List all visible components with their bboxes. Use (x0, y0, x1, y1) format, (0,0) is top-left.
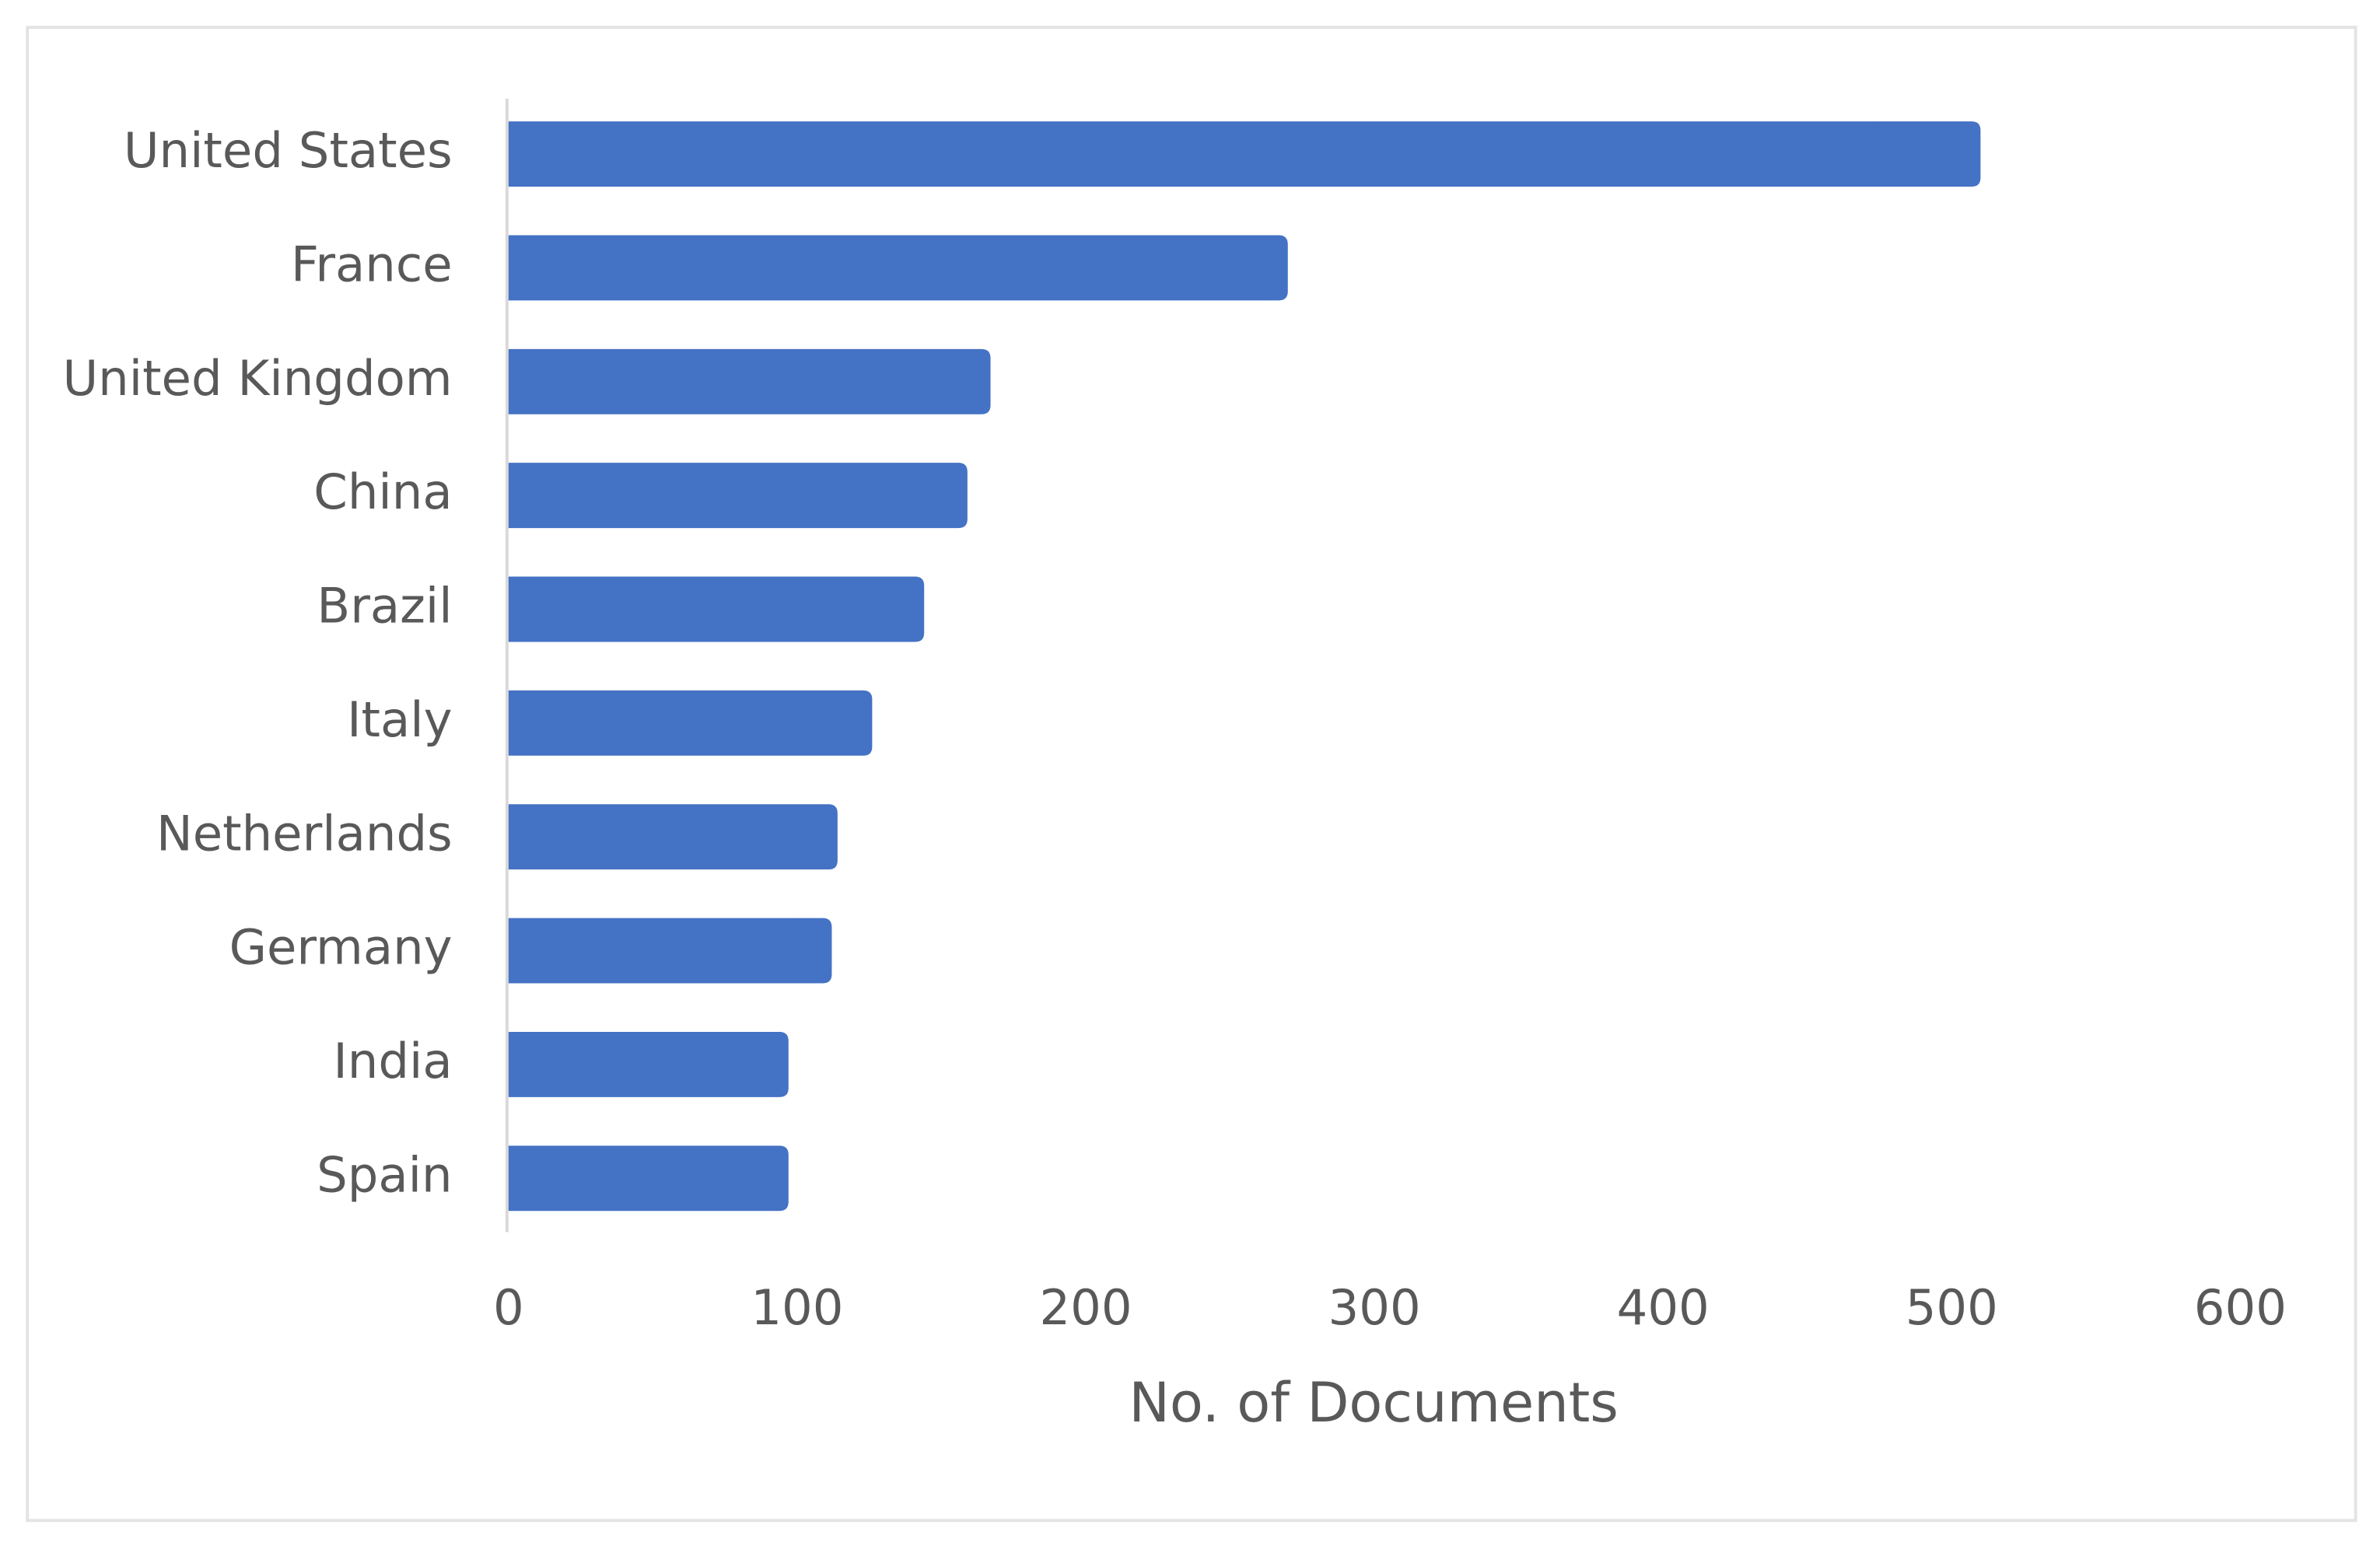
bar (508, 1031, 789, 1097)
bar (508, 121, 1981, 187)
bar (508, 235, 1288, 301)
y-tick-label: United States (124, 122, 453, 179)
y-tick-label: Spain (317, 1146, 452, 1203)
x-tick-label: 600 (2194, 1279, 2287, 1336)
bar (508, 348, 991, 414)
x-tick-label: 400 (1617, 1279, 1710, 1336)
bar (508, 918, 832, 984)
x-tick-label: 200 (1039, 1279, 1132, 1336)
y-tick-label: France (291, 236, 453, 293)
x-tick-label: 100 (751, 1279, 843, 1336)
y-tick-label: Italy (347, 691, 452, 748)
y-tick-label: United Kingdom (62, 350, 452, 407)
bar (508, 690, 873, 756)
y-tick-label: Germany (229, 919, 453, 976)
x-axis-title: No. of Documents (1129, 1371, 1619, 1435)
y-tick-label: Brazil (317, 578, 452, 635)
x-tick-label: 500 (1906, 1279, 1998, 1336)
y-tick-label: Netherlands (156, 805, 453, 862)
bar (508, 463, 968, 529)
x-tick-label: 300 (1328, 1279, 1421, 1336)
y-tick-label: China (313, 463, 452, 520)
bar (508, 1145, 789, 1212)
y-tick-label: India (333, 1033, 452, 1089)
bar (508, 576, 925, 642)
x-tick-label: 0 (493, 1279, 524, 1336)
bar (508, 804, 838, 870)
